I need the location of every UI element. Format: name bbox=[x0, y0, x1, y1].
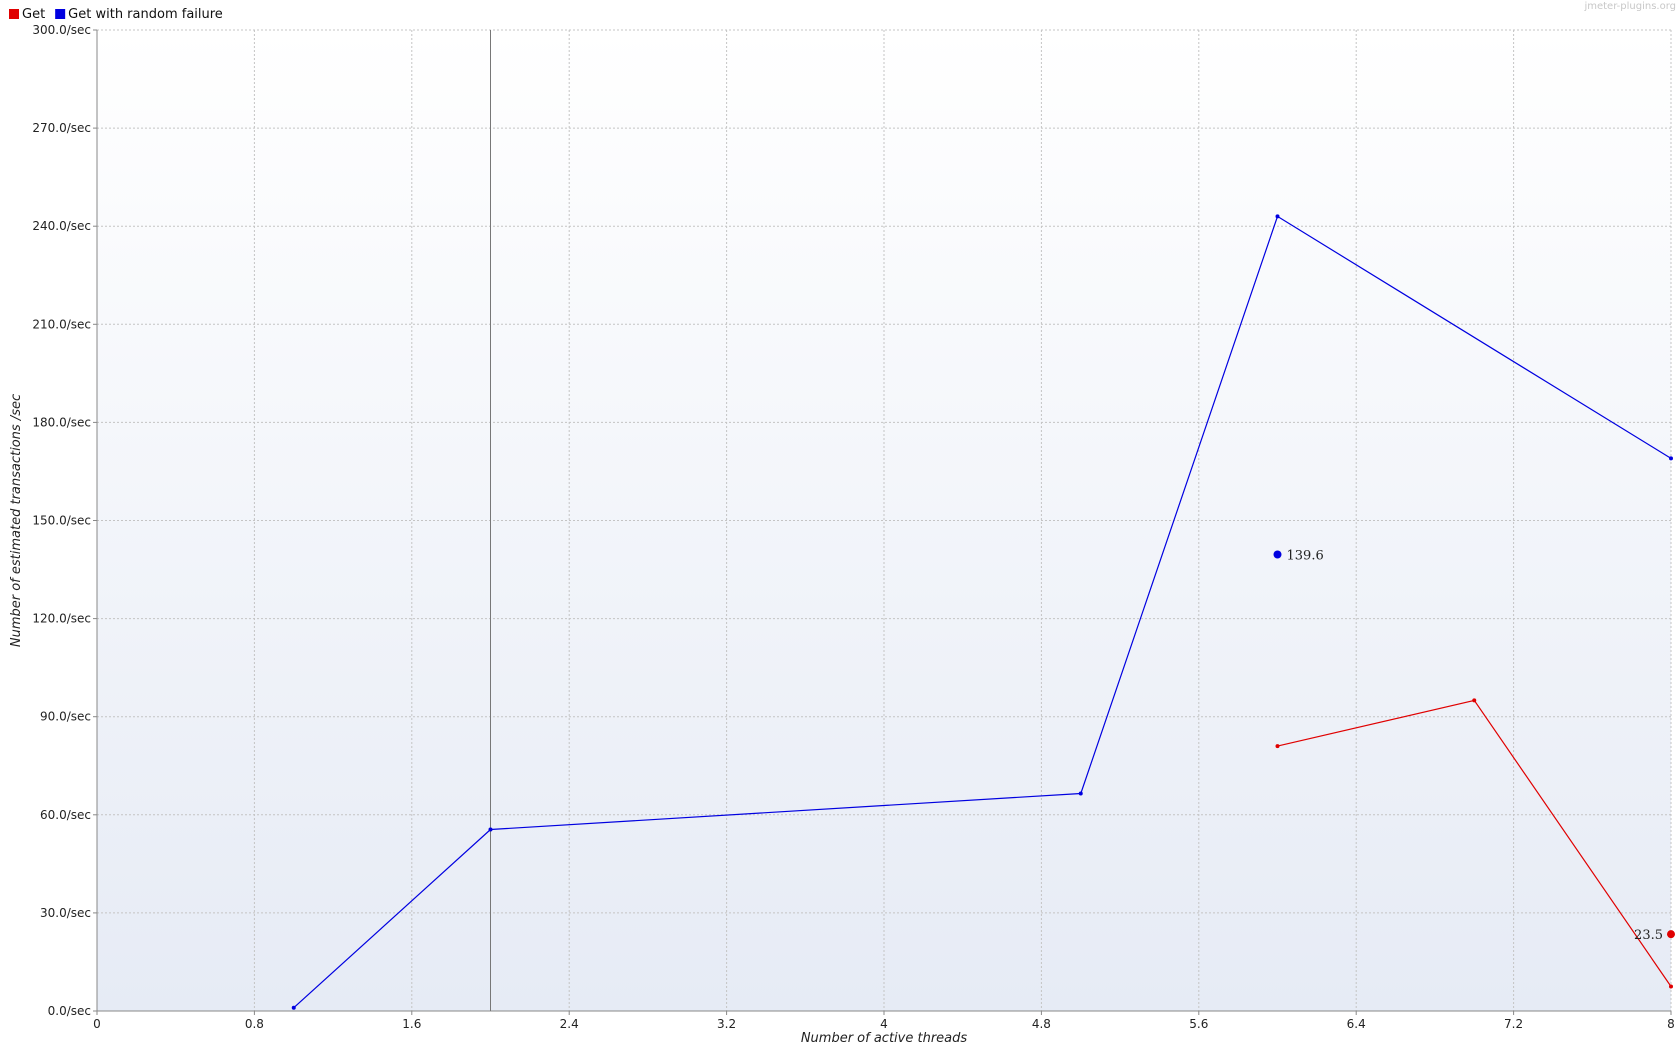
y-tick-label: 210.0/sec bbox=[32, 317, 91, 331]
y-tick-label: 90.0/sec bbox=[40, 710, 91, 724]
data-point bbox=[1472, 698, 1477, 703]
x-tick-label: 3.2 bbox=[717, 1017, 736, 1031]
y-tick-label: 150.0/sec bbox=[32, 514, 91, 528]
y-tick-label: 0.0/sec bbox=[48, 1004, 91, 1018]
data-point bbox=[291, 1005, 296, 1010]
y-tick-label: 240.0/sec bbox=[32, 219, 91, 233]
watermark-text: jmeter-plugins.org bbox=[1583, 1, 1676, 12]
x-tick-label: 4 bbox=[880, 1017, 888, 1031]
average-label: 139.6 bbox=[1287, 549, 1324, 564]
series: 23.5 139.6 bbox=[291, 214, 1675, 1010]
data-point bbox=[1275, 214, 1280, 219]
y-tick-label: 60.0/sec bbox=[40, 808, 91, 822]
legend: Get Get with random failure bbox=[9, 7, 223, 22]
x-tick-label: 5.6 bbox=[1189, 1017, 1208, 1031]
y-tick-label: 180.0/sec bbox=[32, 415, 91, 429]
x-tick-label: 4.8 bbox=[1032, 1017, 1051, 1031]
average-marker bbox=[1273, 550, 1282, 559]
axes: 0.0/sec 30.0/sec 60.0/sec 90.0/sec 120.0/sec… bbox=[32, 23, 1674, 1031]
y-tick-label: 300.0/sec bbox=[32, 23, 91, 37]
x-tick-label: 0 bbox=[93, 1017, 101, 1031]
legend-label: Get bbox=[22, 7, 45, 22]
average-label: 23.5 bbox=[1634, 928, 1663, 943]
x-tick-label: 8 bbox=[1667, 1017, 1675, 1031]
y-tick-label: 30.0/sec bbox=[40, 906, 91, 920]
x-tick-label: 7.2 bbox=[1504, 1017, 1523, 1031]
y-tick-label: 120.0/sec bbox=[32, 612, 91, 626]
y-axis-title: Number of estimated transactions /sec bbox=[9, 394, 24, 647]
data-point bbox=[1669, 456, 1673, 461]
data-point bbox=[1078, 791, 1083, 796]
data-point bbox=[1669, 984, 1673, 989]
average-marker bbox=[1667, 930, 1675, 939]
y-tick-label: 270.0/sec bbox=[32, 121, 91, 135]
x-tick-label: 2.4 bbox=[560, 1017, 579, 1031]
x-tick-label: 6.4 bbox=[1347, 1017, 1366, 1031]
x-tick-label: 1.6 bbox=[402, 1017, 421, 1031]
legend-swatch bbox=[9, 9, 19, 19]
x-axis-title: Number of active threads bbox=[801, 1031, 968, 1046]
data-point bbox=[1275, 744, 1280, 749]
legend-label: Get with random failure bbox=[68, 7, 223, 22]
legend-swatch bbox=[55, 9, 66, 19]
x-tick-label: 0.8 bbox=[245, 1017, 264, 1031]
data-point bbox=[488, 827, 493, 832]
